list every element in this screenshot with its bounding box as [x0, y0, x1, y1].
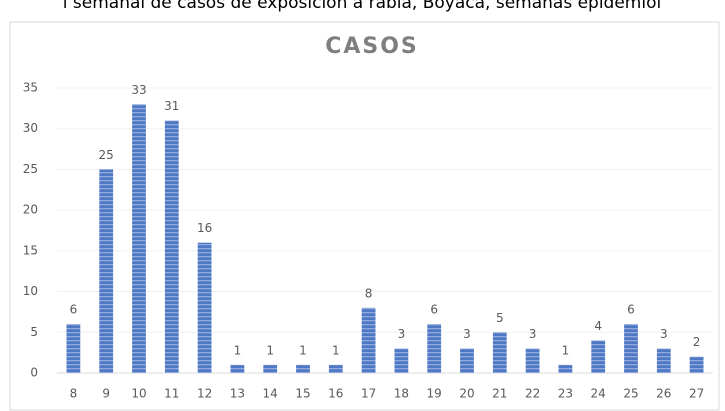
y-tick-label: 30 — [23, 121, 38, 135]
bar — [361, 307, 376, 373]
data-label: 16 — [197, 221, 212, 235]
data-label: 4 — [594, 319, 602, 333]
x-tick-label: 22 — [525, 387, 540, 401]
data-label: 1 — [562, 343, 570, 357]
y-tick-label: 25 — [23, 162, 38, 176]
bar — [591, 340, 606, 373]
y-tick-label: 10 — [23, 284, 38, 298]
data-label: 3 — [529, 327, 537, 341]
x-tick-label: 14 — [263, 387, 278, 401]
x-tick-label: 21 — [492, 387, 507, 401]
bar — [164, 120, 179, 373]
data-label: 2 — [693, 335, 701, 349]
x-tick-label: 25 — [623, 387, 638, 401]
data-label: 3 — [398, 327, 406, 341]
x-tick-label: 17 — [361, 387, 376, 401]
data-label: 31 — [164, 99, 179, 113]
chart-title: CASOS — [325, 34, 419, 59]
data-label: 5 — [496, 311, 504, 325]
caption: l semanal de casos de exposición a rabia… — [63, 0, 661, 13]
x-tick-label: 27 — [689, 387, 704, 401]
x-tick-label: 15 — [295, 387, 310, 401]
data-label: 6 — [430, 303, 438, 317]
x-tick-label: 24 — [591, 387, 606, 401]
x-tick-label: 9 — [102, 387, 110, 401]
y-tick-label: 15 — [23, 243, 38, 257]
y-tick-label: 5 — [30, 325, 38, 339]
x-tick-label: 10 — [131, 387, 146, 401]
bar — [66, 324, 81, 373]
y-tick-label: 0 — [30, 366, 38, 380]
x-tick-label: 16 — [328, 387, 343, 401]
x-tick-label: 11 — [164, 387, 179, 401]
y-tick-label: 35 — [23, 81, 38, 95]
x-tick-label: 8 — [70, 387, 78, 401]
data-label: 1 — [332, 343, 340, 357]
bar — [427, 324, 442, 373]
data-label: 1 — [266, 343, 274, 357]
data-label: 1 — [234, 343, 242, 357]
x-tick-label: 26 — [656, 387, 671, 401]
bar — [328, 364, 343, 373]
x-tick-label: 13 — [230, 387, 245, 401]
bar — [197, 242, 212, 373]
bar — [460, 348, 474, 373]
x-tick-label: 12 — [197, 387, 212, 401]
data-label: 3 — [660, 327, 668, 341]
bar — [263, 364, 278, 373]
bar — [132, 104, 146, 374]
x-tick-label: 20 — [459, 387, 474, 401]
bar — [99, 169, 114, 373]
data-label: 6 — [627, 303, 635, 317]
bar — [296, 364, 310, 373]
bar — [558, 364, 573, 373]
bar — [230, 364, 245, 373]
x-tick-label: 23 — [558, 387, 573, 401]
data-label: 1 — [299, 343, 307, 357]
data-label: 3 — [463, 327, 471, 341]
bar — [492, 332, 507, 373]
bar — [689, 356, 704, 373]
x-tick-label: 19 — [427, 387, 442, 401]
data-label: 6 — [70, 303, 78, 317]
bar — [525, 348, 540, 373]
data-label: 25 — [99, 148, 114, 162]
data-label: 33 — [131, 83, 146, 97]
chart-frame — [9, 21, 720, 411]
bar — [624, 324, 638, 373]
y-tick-label: 20 — [23, 203, 38, 217]
data-label: 8 — [365, 286, 373, 300]
x-tick-label: 18 — [394, 387, 409, 401]
bar — [394, 348, 409, 373]
bar — [656, 348, 671, 373]
